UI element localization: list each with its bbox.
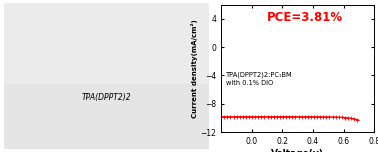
FancyBboxPatch shape — [4, 3, 209, 84]
Text: TPA(DPPT2)2:PC₁BM
with 0.1% DIO: TPA(DPPT2)2:PC₁BM with 0.1% DIO — [226, 71, 292, 86]
FancyBboxPatch shape — [4, 3, 209, 149]
FancyBboxPatch shape — [4, 84, 209, 149]
Y-axis label: Current density(mA/cm²): Current density(mA/cm²) — [191, 19, 198, 118]
X-axis label: Voltage(v): Voltage(v) — [271, 149, 324, 152]
Text: TPA(DPPT2)2: TPA(DPPT2)2 — [82, 93, 132, 102]
Text: PCE=3.81%: PCE=3.81% — [267, 11, 343, 24]
